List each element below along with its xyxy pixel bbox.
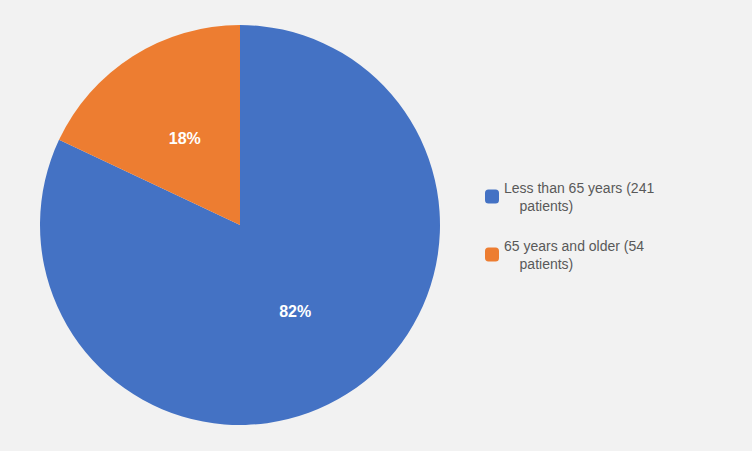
svg-text:patients): patients) — [504, 198, 573, 214]
svg-text:82%: 82% — [279, 303, 311, 320]
svg-text:65 years and older (54: 65 years and older (54 — [504, 238, 644, 254]
svg-text:18%: 18% — [169, 130, 201, 147]
svg-text:Less than 65 years (241: Less than 65 years (241 — [504, 180, 654, 196]
svg-text:patients): patients) — [504, 256, 573, 272]
